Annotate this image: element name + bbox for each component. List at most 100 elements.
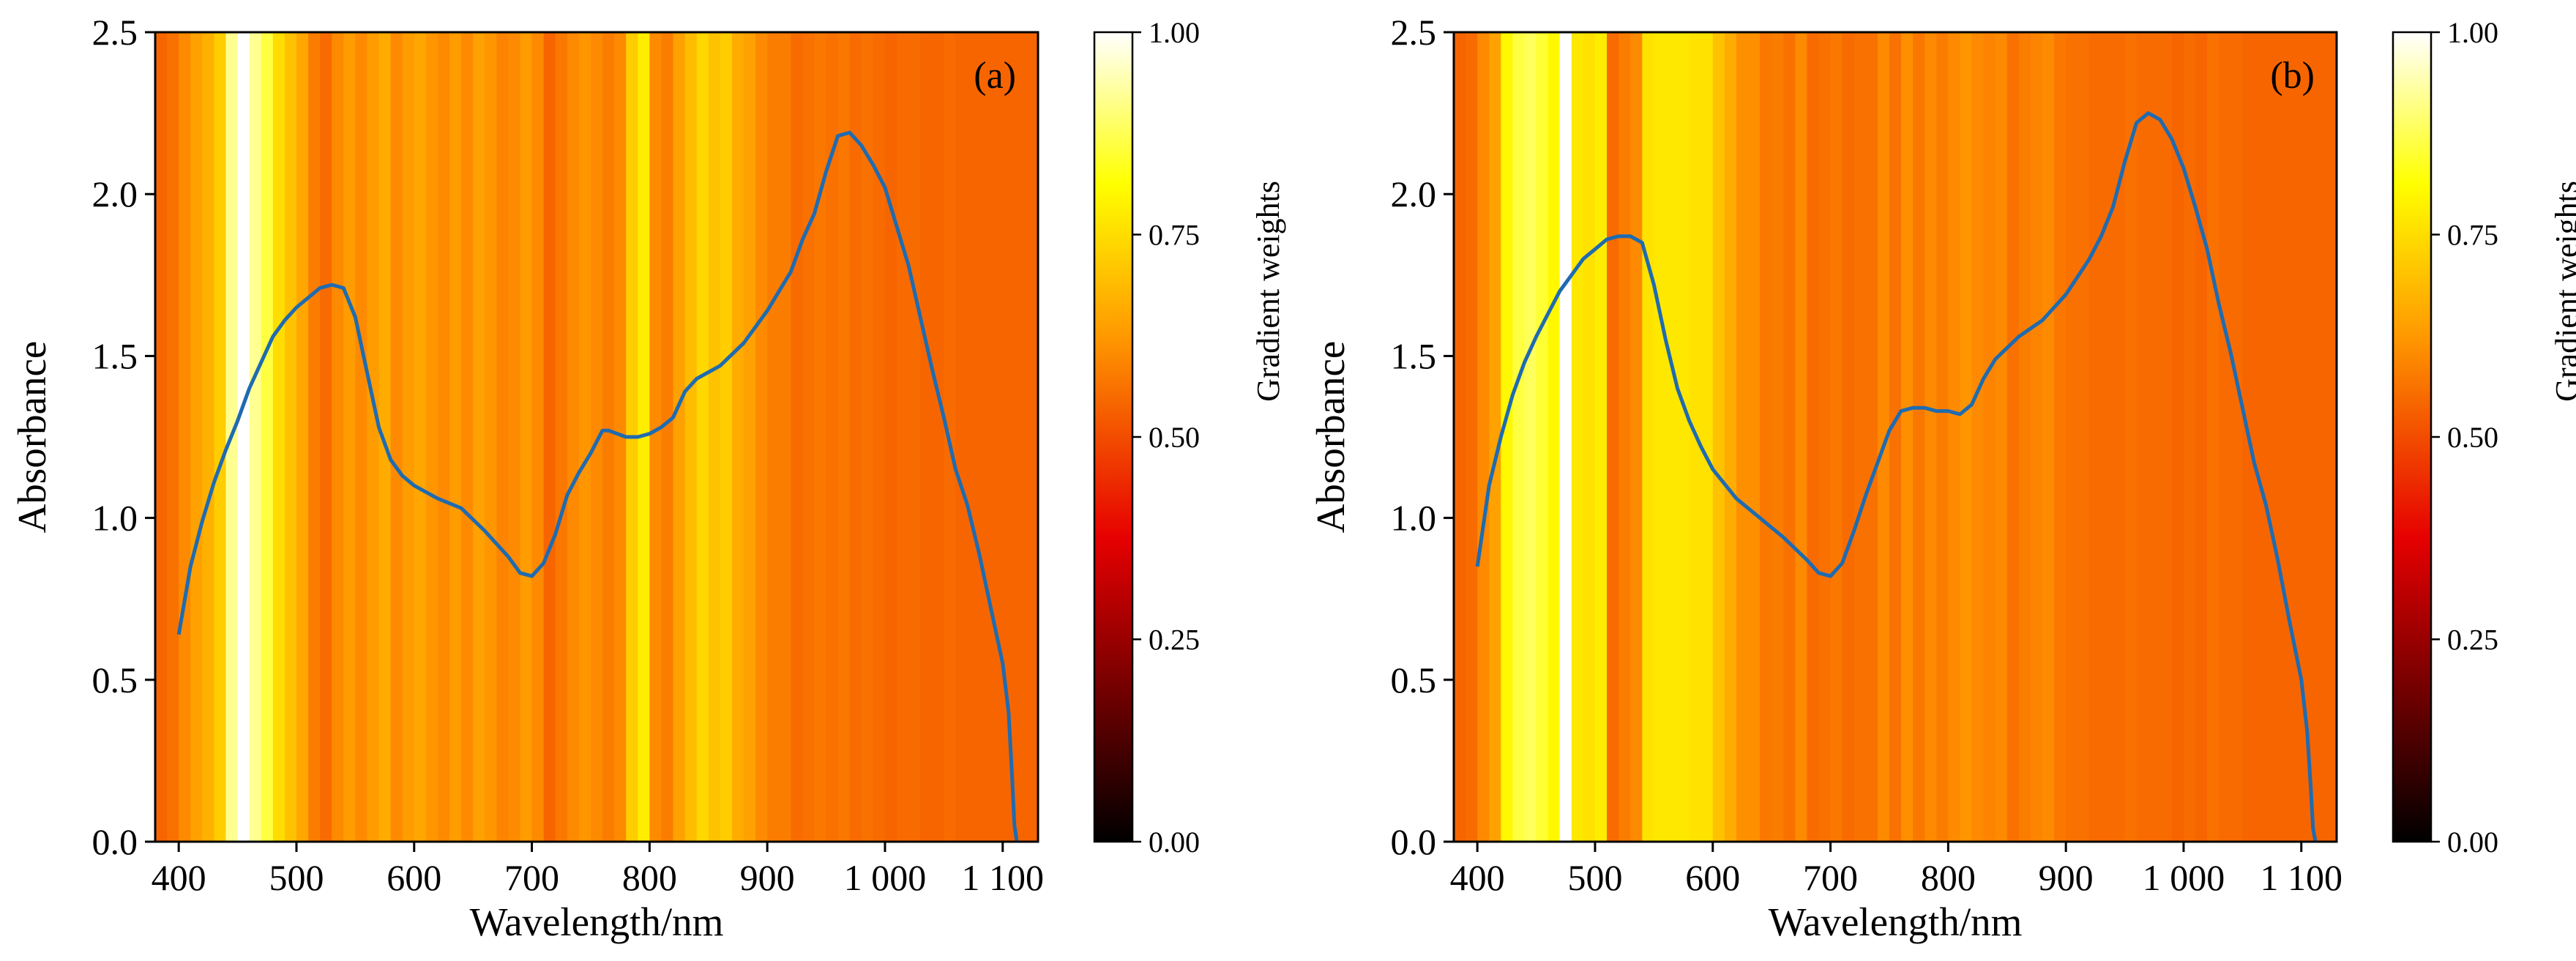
heatmap-band xyxy=(2136,32,2149,842)
heatmap-band xyxy=(1865,32,1878,842)
heatmap-band xyxy=(673,32,686,842)
heatmap-band xyxy=(378,32,392,842)
y-tick-label: 2.0 xyxy=(92,173,138,214)
heatmap-band xyxy=(590,32,603,842)
heatmap-band xyxy=(2101,32,2114,842)
heatmap-band xyxy=(802,32,815,842)
heatmap-band xyxy=(837,32,851,842)
heatmap-band xyxy=(1772,32,1784,842)
plot-frame xyxy=(1452,31,2338,843)
heatmap-band xyxy=(884,32,897,842)
colorbar-title: Gradient weights xyxy=(1250,181,1286,402)
heatmap-band xyxy=(661,32,674,842)
heatmap-band xyxy=(531,32,545,842)
x-tick-label: 700 xyxy=(504,857,559,898)
heatmap-band xyxy=(826,32,839,842)
y-tick-label: 1.5 xyxy=(92,335,138,376)
x-tick-label: 500 xyxy=(269,857,324,898)
heatmap-band xyxy=(1536,32,1549,842)
heatmap-band xyxy=(1712,32,1725,842)
heatmap-band xyxy=(1477,32,1490,842)
heatmap-band xyxy=(1960,32,1973,842)
heatmap-band xyxy=(2054,32,2067,842)
heatmap-band xyxy=(320,32,332,842)
heatmap-band xyxy=(2171,32,2184,842)
heatmap-band xyxy=(332,32,344,842)
heatmap-band xyxy=(202,32,214,842)
heatmap-band xyxy=(1594,32,1608,842)
colorbar-tick-label: 1.00 xyxy=(1149,16,1200,49)
colorbar-tick-label: 0.00 xyxy=(2447,826,2498,859)
colorbar-tick-label: 0.50 xyxy=(1149,421,1200,454)
heatmap-band xyxy=(555,32,568,842)
heatmap-band xyxy=(1913,32,1925,842)
heatmap-band xyxy=(849,32,862,842)
heatmap-band xyxy=(1571,32,1584,842)
heatmap-band xyxy=(2006,32,2020,842)
y-tick-label: 2.5 xyxy=(1391,12,1437,53)
heatmap-band xyxy=(1512,32,1526,842)
heatmap-band xyxy=(720,32,733,842)
heatmap-band xyxy=(367,32,380,842)
x-axis-title: Wavelength/nm xyxy=(1769,900,2023,944)
heatmap-bands xyxy=(1454,32,2337,842)
heatmap-band xyxy=(2312,32,2326,842)
heatmap-band xyxy=(897,32,909,842)
heatmap-band xyxy=(2066,32,2078,842)
x-tick-label: 600 xyxy=(387,857,441,898)
heatmap-band xyxy=(355,32,368,842)
panel-label: (a) xyxy=(974,55,1016,97)
heatmap-band xyxy=(1026,32,1039,842)
heatmap-band xyxy=(1630,32,1643,842)
heatmap-band xyxy=(1014,32,1027,842)
heatmap-band xyxy=(1677,32,1690,842)
heatmap-band xyxy=(308,32,321,842)
heatmap-band xyxy=(578,32,591,842)
y-tick-label: 0.5 xyxy=(92,659,138,700)
colorbar-ticks: 0.00 0.25 0.50 0.75 1.00 xyxy=(2431,16,2498,859)
heatmap-band xyxy=(414,32,427,842)
heatmap-band xyxy=(567,32,580,842)
heatmap-band xyxy=(2089,32,2102,842)
absorbance-line xyxy=(176,130,1019,842)
x-tick-label: 900 xyxy=(2039,857,2094,898)
heatmap-band xyxy=(402,32,415,842)
heatmap-band xyxy=(1454,32,1466,842)
heatmap-band xyxy=(508,32,521,842)
y-tick-label: 0.0 xyxy=(92,821,138,862)
heatmap-band xyxy=(2018,32,2031,842)
heatmap-band xyxy=(2277,32,2291,842)
colorbar-gradient xyxy=(1094,32,1132,842)
heatmap-band xyxy=(614,32,627,842)
heatmap-band xyxy=(696,32,709,842)
absorbance-line xyxy=(1475,111,2318,842)
heatmap-band xyxy=(1583,32,1596,842)
heatmap-band xyxy=(955,32,968,842)
y-tick-label: 2.5 xyxy=(92,12,138,53)
heatmap-band xyxy=(1948,32,1961,842)
heatmap-band xyxy=(2042,32,2055,842)
heatmap-band xyxy=(2030,32,2043,842)
x-tick-label: 400 xyxy=(152,857,206,898)
axis-ticks: 400 500 600 700 800 900 1 000 1 1000.00.51.01.5… xyxy=(92,12,1045,898)
y-tick-label: 1.0 xyxy=(1391,498,1437,539)
panel-label: (b) xyxy=(2270,55,2315,97)
heatmap-band xyxy=(296,32,309,842)
heatmap-band xyxy=(284,32,297,842)
heatmap-band xyxy=(2219,32,2231,842)
heatmap-band xyxy=(155,32,168,842)
heatmap-band xyxy=(990,32,1004,842)
heatmap-band xyxy=(684,32,698,842)
heatmap-band xyxy=(543,32,556,842)
heatmap-band xyxy=(1559,32,1572,842)
y-tick-label: 0.5 xyxy=(1391,659,1437,700)
x-tick-label: 1 000 xyxy=(2143,857,2225,898)
heatmap-band xyxy=(967,32,980,842)
heatmap-band xyxy=(2159,32,2173,842)
heatmap-band xyxy=(731,32,744,842)
chart-panel-a: 400 500 600 700 800 900 1 000 1 1000.00.51.01.5… xyxy=(10,12,1286,944)
heatmap-band xyxy=(744,32,756,842)
y-tick-label: 2.0 xyxy=(1391,173,1437,214)
y-axis-title: Absorbance xyxy=(1308,341,1353,534)
